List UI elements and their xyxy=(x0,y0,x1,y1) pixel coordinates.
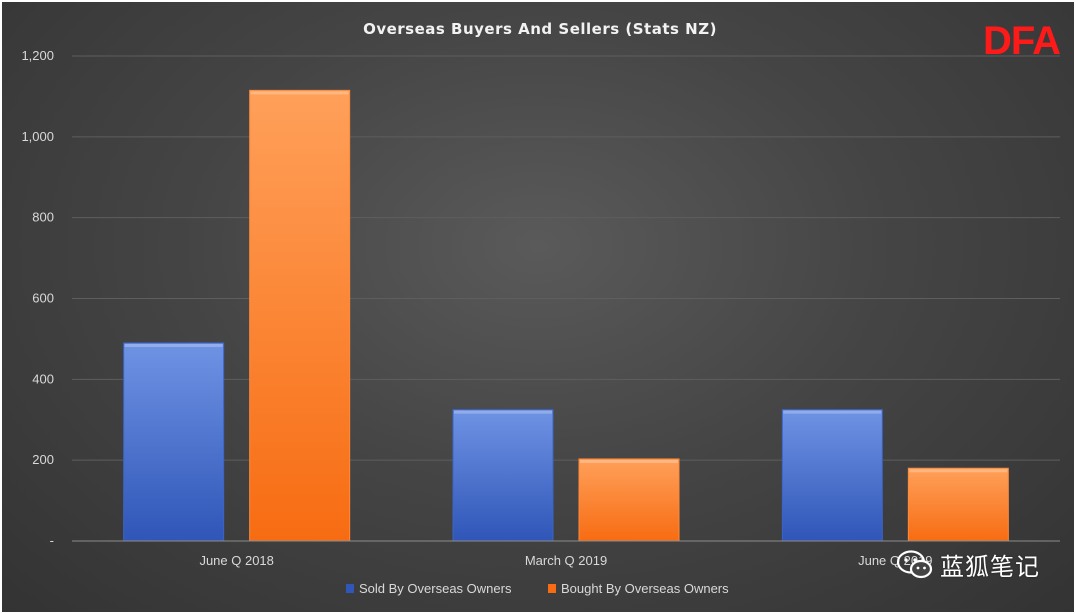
bar-highlight xyxy=(909,469,1008,473)
y-tick-label: - xyxy=(50,533,54,548)
bar-sold-0 xyxy=(123,342,225,542)
dfa-logo: DFA xyxy=(983,19,1060,63)
legend-label-bought: Bought By Overseas Owners xyxy=(561,581,729,596)
bar-bought-2 xyxy=(907,467,1009,542)
bar-sold-2 xyxy=(781,409,883,542)
y-tick-label: 400 xyxy=(32,371,54,386)
bar-sold-1 xyxy=(452,409,554,542)
chart-title: Overseas Buyers And Sellers (Stats NZ) xyxy=(363,20,717,38)
y-tick-label: 600 xyxy=(32,291,54,306)
legend-swatch-sold xyxy=(346,584,354,593)
legend: Sold By Overseas Owners Bought By Oversea… xyxy=(346,581,729,596)
y-tick-label: 200 xyxy=(32,452,54,467)
watermark-text: 蓝狐笔记 xyxy=(940,553,1040,581)
wechat-icon xyxy=(896,549,933,578)
bar-bought-0 xyxy=(249,89,351,542)
bar-highlight xyxy=(783,410,882,414)
y-axis-ticks: - 200 400 600 800 1,000 1,200 xyxy=(21,48,54,548)
bars xyxy=(123,89,1009,542)
bar-highlight xyxy=(250,91,349,95)
watermark: 蓝狐笔记 xyxy=(896,547,1040,582)
gridlines xyxy=(72,55,1060,461)
bar-highlight xyxy=(124,343,223,347)
legend-swatch-bought xyxy=(548,584,556,593)
bar-highlight xyxy=(454,410,552,414)
legend-label-sold: Sold By Overseas Owners xyxy=(359,581,512,596)
bar-highlight xyxy=(580,459,678,463)
x-axis-labels: June Q 2018 March Q 2019 June Q 2019 xyxy=(199,553,932,568)
y-tick-label: 800 xyxy=(32,210,54,225)
bar-bought-1 xyxy=(578,458,680,542)
y-tick-label: 1,200 xyxy=(21,48,54,63)
y-tick-label: 1,000 xyxy=(21,129,54,144)
x-tick-label: March Q 2019 xyxy=(525,553,607,568)
x-tick-label: June Q 2018 xyxy=(199,553,273,568)
